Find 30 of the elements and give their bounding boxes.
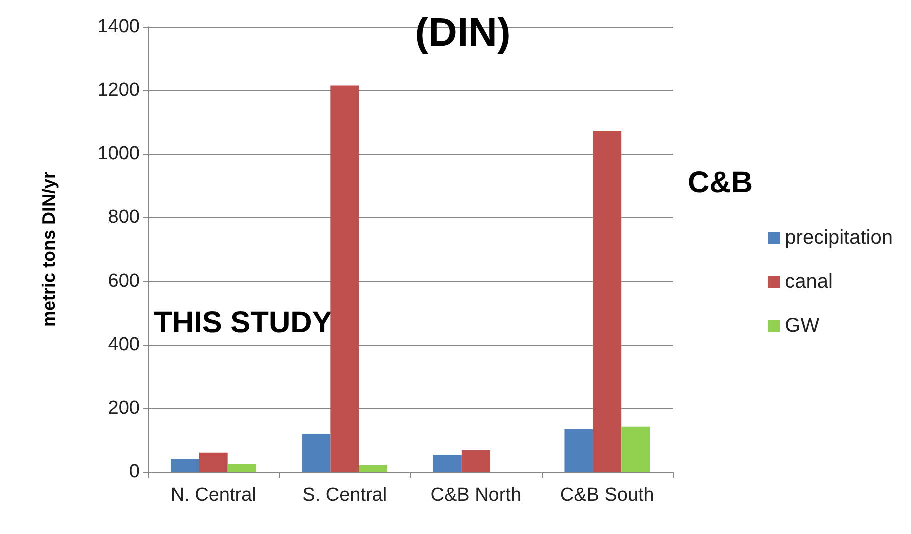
y-tick-label: 1200	[98, 80, 140, 102]
x-tick-label: C&B South	[560, 485, 654, 506]
y-axis-title: metric tons DIN/yr	[39, 172, 59, 328]
bar	[302, 434, 331, 472]
bar	[170, 459, 200, 472]
legend-label: precipitation	[785, 227, 893, 249]
y-tick-label: 600	[108, 270, 140, 292]
y-tick-label: 1000	[98, 144, 140, 165]
x-tick-label: S. Central	[302, 485, 388, 506]
legend-label: GW	[785, 315, 820, 337]
y-tick-label: 800	[108, 207, 140, 228]
bar	[622, 426, 650, 472]
y-tick-label: 1400	[98, 16, 140, 38]
x-tick-label: N. Central	[170, 485, 256, 506]
bar	[330, 86, 360, 472]
bar	[433, 455, 462, 472]
y-tick-label: 0	[129, 462, 140, 482]
bar	[199, 452, 228, 472]
bar	[462, 450, 490, 472]
x-tick-label: C&B North	[430, 485, 522, 506]
bar	[593, 130, 622, 472]
y-tick-label: 200	[108, 398, 140, 419]
annotation: THIS STUDY	[154, 306, 332, 340]
chart-title: (DIN)	[415, 11, 511, 55]
text: C&B	[688, 166, 753, 200]
y-tick-label: 400	[108, 334, 140, 356]
bar	[228, 464, 256, 472]
legend-label: canal	[785, 271, 833, 293]
bar	[359, 465, 388, 472]
bar	[564, 429, 594, 472]
